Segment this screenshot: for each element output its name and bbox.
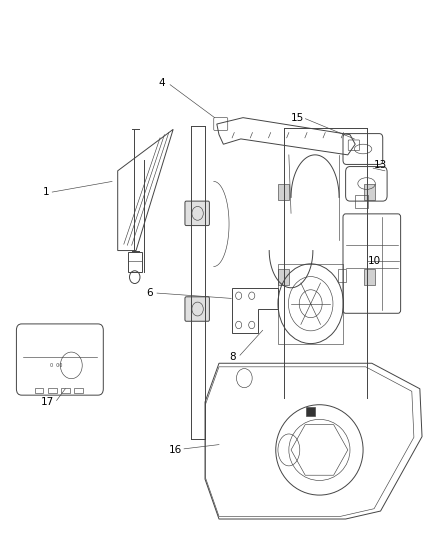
- Bar: [48, 387, 57, 393]
- Text: 6: 6: [146, 288, 152, 298]
- Bar: [338, 269, 346, 282]
- Text: 4: 4: [159, 78, 166, 88]
- Bar: [278, 264, 343, 344]
- FancyBboxPatch shape: [185, 201, 209, 225]
- Text: 13: 13: [374, 160, 387, 171]
- Bar: [306, 407, 315, 416]
- Text: 16: 16: [169, 445, 182, 455]
- Bar: [35, 387, 43, 393]
- FancyBboxPatch shape: [185, 297, 209, 321]
- Text: 1: 1: [43, 187, 50, 197]
- Bar: [364, 184, 375, 200]
- Bar: [61, 387, 70, 393]
- Text: 10: 10: [367, 256, 381, 266]
- Bar: [278, 269, 289, 285]
- Text: 15: 15: [291, 112, 304, 123]
- Text: 17: 17: [41, 397, 54, 407]
- Text: 8: 8: [229, 352, 235, 362]
- Bar: [364, 269, 375, 285]
- Bar: [278, 184, 289, 200]
- Bar: [74, 387, 83, 393]
- Text: 0  00: 0 00: [50, 363, 62, 368]
